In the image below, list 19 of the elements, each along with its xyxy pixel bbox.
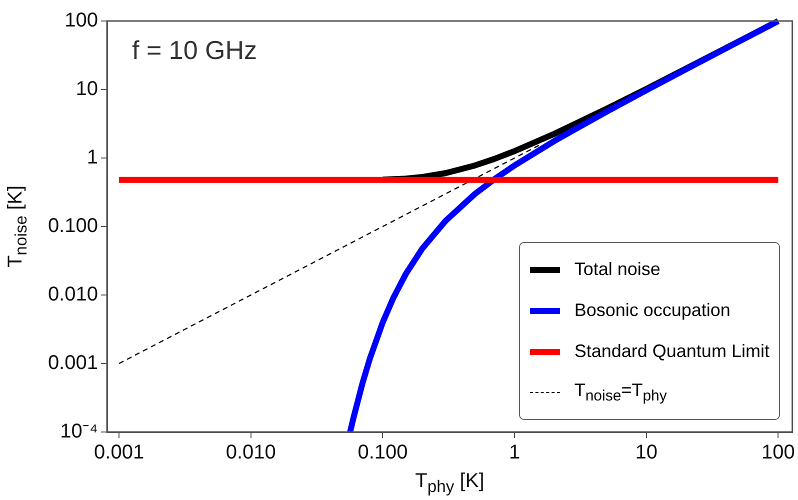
x-tick-label: 0.100 bbox=[358, 442, 408, 464]
y-tick-label: 0.100 bbox=[48, 215, 98, 238]
x-tick-label: 100 bbox=[762, 442, 795, 464]
x-tick-label: 0.001 bbox=[94, 442, 144, 464]
x-tick-label: 1 bbox=[508, 442, 520, 464]
legend-label: Total noise bbox=[574, 259, 660, 280]
annotation: f = 10 GHz bbox=[132, 35, 257, 66]
x-axis-title: T$_{phy}$ [K] bbox=[415, 470, 484, 497]
y-tick-label: 0.001 bbox=[48, 352, 98, 374]
y-tick-label: 100 bbox=[64, 10, 98, 32]
y-tick-label: 0.010 bbox=[48, 284, 98, 306]
legend-label: T$_{noise}$=T$_{phy}$ bbox=[574, 380, 667, 405]
y-tick-label: 10 bbox=[76, 78, 98, 100]
y-tick-label: 10⁻⁴ bbox=[60, 420, 98, 443]
x-tick-label: 0.010 bbox=[226, 442, 276, 464]
x-tick-label: 10 bbox=[635, 442, 658, 464]
y-tick-label: 1 bbox=[86, 146, 98, 169]
legend-label: Bosonic occupation bbox=[574, 300, 730, 321]
legend-label: Standard Quantum Limit bbox=[574, 341, 770, 362]
